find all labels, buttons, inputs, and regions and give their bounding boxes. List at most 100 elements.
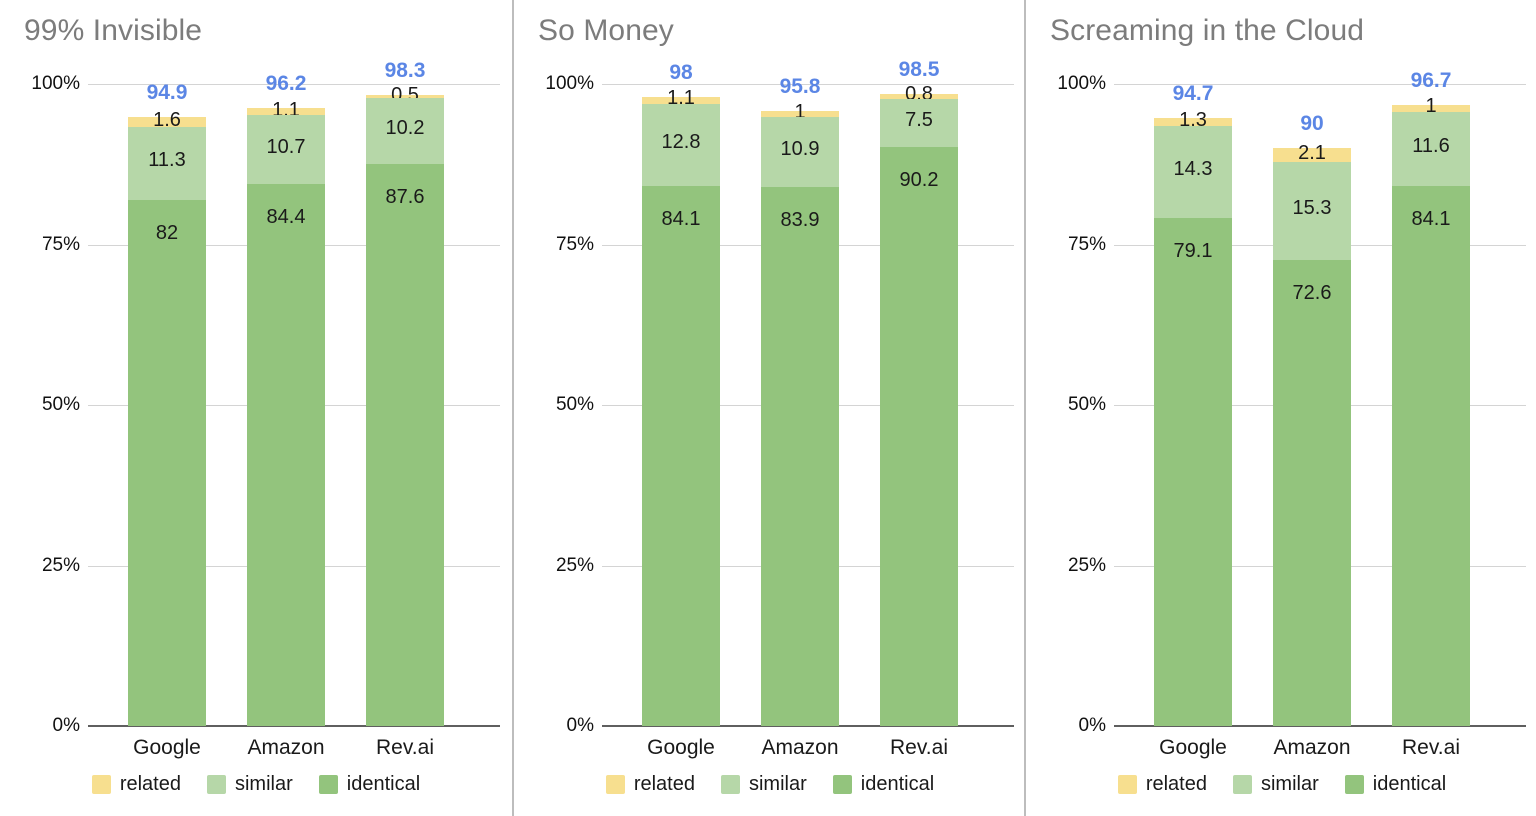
panel-title: Screaming in the Cloud xyxy=(1050,14,1365,47)
bar-segment-value-label: 84.4 xyxy=(266,206,306,229)
chart-legend: related similar identical xyxy=(1026,773,1536,796)
legend-item-similar[interactable]: similar xyxy=(206,773,293,796)
bar-segment-value-label: 15.3 xyxy=(1292,196,1332,219)
bar-segment-similar[interactable]: 10.7 xyxy=(247,115,325,185)
bar-segment-similar[interactable]: 10.9 xyxy=(761,117,839,188)
legend-item-identical[interactable]: identical xyxy=(1344,773,1447,796)
bar-segment-value-label: 11.6 xyxy=(1412,134,1450,157)
panel-title: 99% Invisible xyxy=(24,14,203,47)
bar-segment-value-label: 82 xyxy=(155,221,179,244)
x-axis-category-label: Google xyxy=(647,736,715,759)
bar-segment-similar[interactable]: 14.3 xyxy=(1154,126,1232,219)
stacked-bar[interactable]: 1 11.6 84.1 xyxy=(1392,95,1470,726)
bar-segment-identical[interactable]: 87.6 xyxy=(366,163,444,726)
bar-segment-value-label: 90.2 xyxy=(899,168,939,191)
x-axis-category-label: Google xyxy=(1159,736,1227,759)
legend-item-related[interactable]: related xyxy=(1117,773,1207,796)
y-axis-tick-label: 25% xyxy=(41,554,80,576)
chart-legend: related similar identical xyxy=(514,773,1026,796)
legend-item-identical[interactable]: identical xyxy=(318,773,421,796)
bar-segment-similar[interactable]: 11.6 xyxy=(1392,111,1470,187)
bar-segment-value-label: 83.9 xyxy=(780,209,820,232)
bar-segment-value-label: 87.6 xyxy=(385,185,425,208)
plot-area: 100% 75% 50% 25% 0% 1.6 11.3 82 94.9 Google 1.1 10.… xyxy=(0,0,512,816)
y-axis-tick-label: 25% xyxy=(555,554,594,576)
legend-item-related[interactable]: related xyxy=(91,773,181,796)
bar-total-label: 96.2 xyxy=(265,72,307,96)
legend-item-similar[interactable]: similar xyxy=(1232,773,1319,796)
gridline xyxy=(1114,84,1526,85)
legend-swatch-icon xyxy=(605,775,625,794)
bar-total-label: 98.5 xyxy=(898,57,940,81)
stacked-bar[interactable]: 0.8 7.5 90.2 xyxy=(880,83,958,726)
panel-title: So Money xyxy=(538,14,674,47)
x-axis-category-label: Amazon xyxy=(1273,736,1351,759)
legend-label: related xyxy=(633,773,695,795)
y-axis-tick-label: 100% xyxy=(31,73,80,94)
plot-area: 100% 75% 50% 25% 0% 1.3 14.3 79.1 94.7 Google 2.1 1… xyxy=(1026,0,1536,816)
bar-segment-identical[interactable]: 84.4 xyxy=(247,184,325,726)
y-axis-tick-label: 0% xyxy=(52,715,80,736)
bar-segment-identical[interactable]: 83.9 xyxy=(761,187,839,726)
legend-label: identical xyxy=(1372,773,1447,795)
bar-segment-related[interactable]: 1.1 xyxy=(247,99,325,121)
bar-segment-similar[interactable]: 7.5 xyxy=(880,98,958,147)
legend-item-similar[interactable]: similar xyxy=(720,773,807,796)
stacked-bar[interactable]: 2.1 15.3 72.6 xyxy=(1273,142,1351,726)
bar-total-label: 94.7 xyxy=(1172,82,1214,106)
bar-segment-value-label: 84.1 xyxy=(661,208,701,231)
bar-total-label: 98 xyxy=(669,60,693,84)
bar-total-label: 96.7 xyxy=(1410,69,1452,93)
legend-item-identical[interactable]: identical xyxy=(832,773,934,796)
x-axis-category-label: Rev.ai xyxy=(376,736,434,759)
chart-panel-1: 99% Invisible 100% 75% 50% 25% 0% 1.6 11.3 82 94.… xyxy=(0,0,512,816)
x-axis-line xyxy=(1114,725,1526,727)
stacked-bar[interactable]: 1.1 10.7 84.4 xyxy=(247,99,325,726)
bar-segment-identical[interactable]: 82 xyxy=(128,199,206,726)
bar-segment-value-label: 10.9 xyxy=(780,138,820,161)
bar-segment-value-label: 7.5 xyxy=(905,108,933,131)
stacked-bar[interactable]: 1.6 11.3 82 xyxy=(128,109,206,726)
y-axis-tick-label: 50% xyxy=(1067,394,1106,415)
bar-segment-related[interactable]: 2.1 xyxy=(1273,142,1351,164)
legend-swatch-icon xyxy=(1232,775,1252,794)
legend-label: similar xyxy=(748,773,807,795)
stacked-bar[interactable]: 1 10.9 83.9 xyxy=(761,101,839,726)
bar-segment-identical[interactable]: 79.1 xyxy=(1154,218,1232,726)
bar-segment-identical[interactable]: 84.1 xyxy=(642,186,720,726)
bar-segment-identical[interactable]: 72.6 xyxy=(1273,259,1351,726)
bar-segment-similar[interactable]: 15.3 xyxy=(1273,161,1351,260)
bar-total-label: 95.8 xyxy=(779,74,821,98)
bar-segment-related[interactable]: 1.1 xyxy=(642,87,720,109)
plot-area: 100% 75% 50% 25% 0% 1.1 12.8 84.1 98 Google 1 10.9 8… xyxy=(514,0,1026,816)
bar-segment-related[interactable]: 1.6 xyxy=(128,109,206,131)
bar-segment-identical[interactable]: 90.2 xyxy=(880,146,958,726)
bar-total-label: 98.3 xyxy=(384,58,426,82)
y-axis-tick-label: 100% xyxy=(545,73,594,94)
x-axis-category-label: Rev.ai xyxy=(890,736,948,759)
legend-label: related xyxy=(1145,773,1207,795)
gridline xyxy=(602,84,1014,85)
stacked-bar[interactable]: 0.5 10.2 87.6 xyxy=(366,84,444,726)
bar-segment-value-label: 12.8 xyxy=(661,130,701,153)
bar-segment-similar[interactable]: 11.3 xyxy=(128,127,206,200)
stacked-bar[interactable]: 1.1 12.8 84.1 xyxy=(642,87,720,726)
chart-panel-2: So Money 100% 75% 50% 25% 0% 1.1 12.8 84.1 98 Goog… xyxy=(512,0,1024,816)
legend-swatch-icon xyxy=(206,775,226,794)
bar-segment-identical[interactable]: 84.1 xyxy=(1392,186,1470,726)
x-axis-category-label: Rev.ai xyxy=(1402,736,1460,759)
x-axis-category-label: Google xyxy=(133,736,201,759)
legend-label: identical xyxy=(346,773,421,795)
x-axis-line xyxy=(602,725,1014,727)
stacked-bar[interactable]: 1.3 14.3 79.1 xyxy=(1154,109,1232,726)
legend-swatch-icon xyxy=(318,775,338,794)
legend-swatch-icon xyxy=(832,775,852,794)
bar-segment-similar[interactable]: 12.8 xyxy=(642,103,720,187)
bar-total-label: 94.9 xyxy=(146,80,188,104)
x-axis-category-label: Amazon xyxy=(761,736,839,759)
gridline xyxy=(88,84,500,85)
legend-item-related[interactable]: related xyxy=(605,773,695,796)
bar-segment-related[interactable]: 1.3 xyxy=(1154,109,1232,131)
bar-segment-similar[interactable]: 10.2 xyxy=(366,98,444,164)
legend-label: related xyxy=(119,773,181,795)
